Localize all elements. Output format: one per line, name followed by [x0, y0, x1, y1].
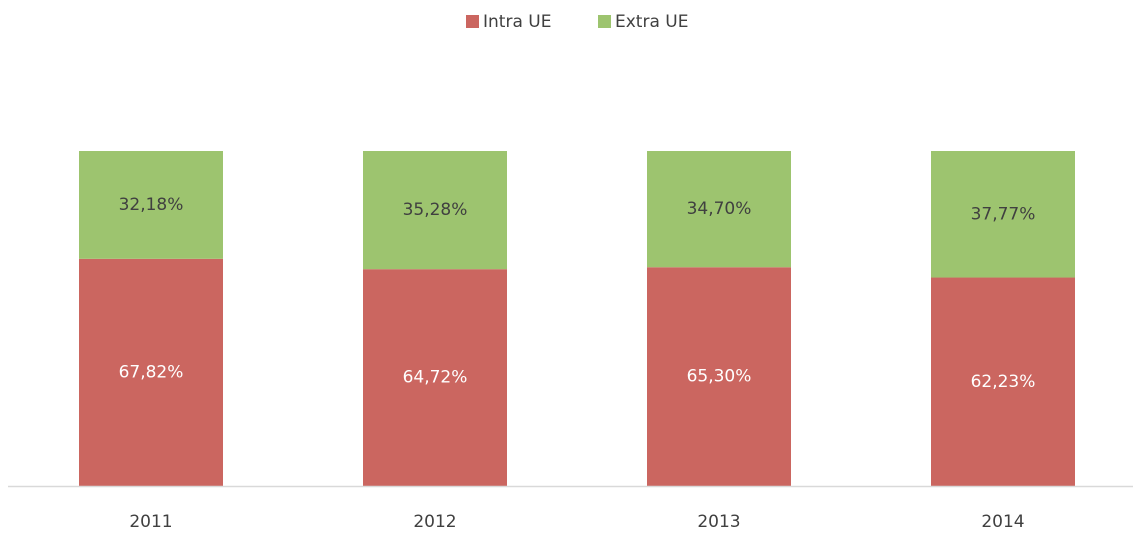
bar-segment [647, 151, 791, 268]
legend-swatch [598, 15, 611, 28]
data-label: 34,70% [687, 199, 752, 219]
legend-swatch [466, 15, 479, 28]
data-label: 32,18% [119, 195, 184, 215]
data-label: 65,30% [687, 367, 752, 387]
data-label: 64,72% [403, 368, 468, 388]
bar-segment [79, 258, 223, 486]
bar-segment [363, 151, 507, 270]
bar-segment [363, 269, 507, 486]
x-tick-label: 2012 [413, 512, 456, 532]
bar-segment [79, 151, 223, 259]
x-tick-label: 2013 [697, 512, 740, 532]
bar-segment [647, 267, 791, 486]
x-tick-label: 2014 [981, 512, 1024, 532]
bar-segment [931, 277, 1075, 486]
data-label: 67,82% [119, 362, 184, 382]
legend-label: Intra UE [483, 12, 551, 32]
bar-segment [931, 151, 1075, 278]
data-label: 37,77% [971, 204, 1036, 224]
data-label: 62,23% [971, 372, 1036, 392]
data-label: 35,28% [403, 200, 468, 220]
x-tick-label: 2011 [129, 512, 172, 532]
legend-label: Extra UE [615, 12, 688, 32]
